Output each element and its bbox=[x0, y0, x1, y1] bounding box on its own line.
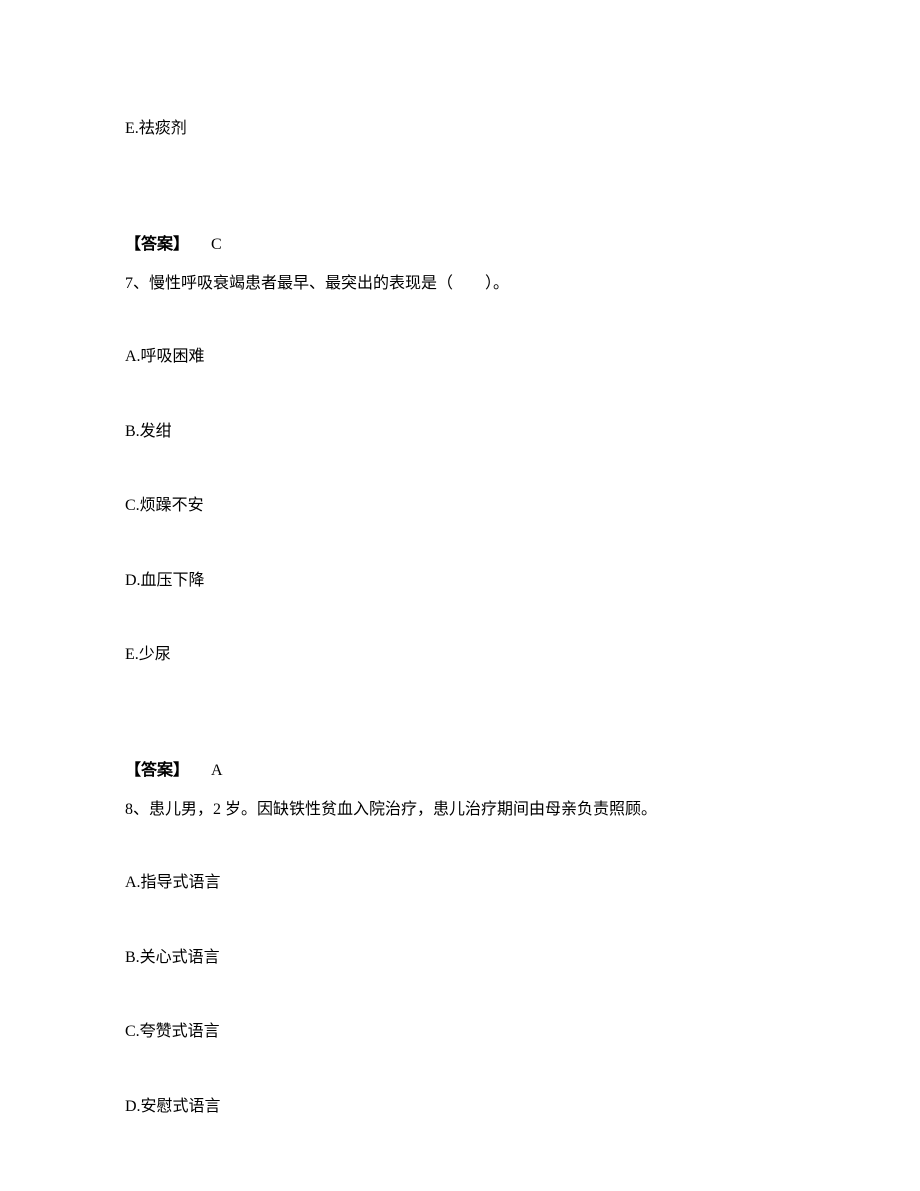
q6-option-e: E.祛痰剂 bbox=[125, 118, 795, 140]
q7-answer-label: 【答案】 bbox=[125, 762, 189, 779]
q7-option-b: B.发绀 bbox=[125, 421, 795, 443]
q7-option-e: E.少尿 bbox=[125, 644, 795, 666]
q7-stem: 7、慢性呼吸衰竭患者最早、最突出的表现是（ ）。 bbox=[125, 272, 795, 296]
q8-option-d: D.安慰式语言 bbox=[125, 1096, 795, 1118]
q6-answer: 【答案】 C bbox=[125, 230, 795, 254]
q7-option-d: D.血压下降 bbox=[125, 570, 795, 592]
q7-answer-value: A bbox=[211, 762, 223, 779]
q7-option-c: C.烦躁不安 bbox=[125, 495, 795, 517]
q8-option-c: C.夸赞式语言 bbox=[125, 1021, 795, 1043]
q8-option-b: B.关心式语言 bbox=[125, 947, 795, 969]
q7-answer: 【答案】 A bbox=[125, 756, 795, 780]
q7-option-a: A.呼吸困难 bbox=[125, 346, 795, 368]
q6-answer-label: 【答案】 bbox=[125, 236, 189, 253]
q8-option-a: A.指导式语言 bbox=[125, 872, 795, 894]
q6-answer-value: C bbox=[211, 236, 222, 253]
q8-stem: 8、患儿男，2 岁。因缺铁性贫血入院治疗，患儿治疗期间由母亲负责照顾。 bbox=[125, 798, 795, 822]
